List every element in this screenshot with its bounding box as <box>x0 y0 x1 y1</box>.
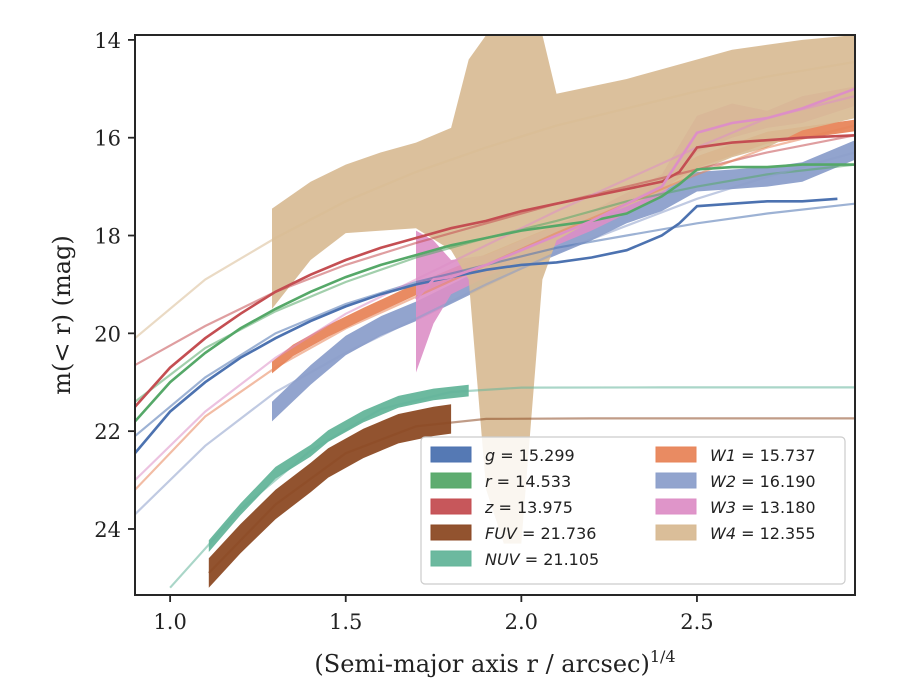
y-tick-label: 22 <box>94 420 121 444</box>
legend-box <box>420 436 846 585</box>
x-axis-title-text: (Semi-major axis r / arcsec) <box>314 650 649 678</box>
w3-model-line <box>135 95 855 481</box>
z-legend-label: z = 13.975 <box>484 498 573 517</box>
w3-data-line <box>415 87 855 300</box>
x-axis-ticks: 1.0 1.5 2.0 2.5 <box>153 595 714 634</box>
w4-legend-label: W4 = 12.355 <box>710 524 816 543</box>
x-axis-title-superscript: 1/4 <box>650 647 676 666</box>
x-tick-label: 2.5 <box>680 610 713 634</box>
g-legend-label: g = 15.299 <box>485 446 575 465</box>
z-model-line <box>135 134 855 367</box>
nuv-legend-label: NUV = 21.105 <box>485 550 599 569</box>
y-tick-label: 14 <box>94 29 121 53</box>
x-tick-label: 1.0 <box>153 610 186 634</box>
fuv-model-line <box>208 417 855 574</box>
w4-model-line <box>135 60 855 340</box>
w4-legend-swatch <box>655 524 697 541</box>
y-axis-title: m(< r) (mag) <box>48 235 76 394</box>
r-data-line <box>135 163 855 423</box>
fuv-legend-label: FUV = 21.736 <box>485 524 596 543</box>
legend: g = 15.299 r = 14.533 z = 13.975 FUV = 21.7… <box>420 436 846 585</box>
w2-legend-label: W2 = 16.190 <box>710 472 816 491</box>
w1-legend-swatch <box>655 446 697 463</box>
w2-legend-swatch <box>655 472 697 489</box>
y-tick-label: 20 <box>94 322 121 346</box>
z-legend-swatch <box>430 498 472 515</box>
nuv-legend-swatch <box>430 550 472 567</box>
x-tick-label: 1.5 <box>329 610 362 634</box>
w3-legend-label: W3 = 13.180 <box>710 498 816 517</box>
x-tick-label: 2.0 <box>505 610 538 634</box>
data-curves <box>135 87 855 455</box>
w2-model-line <box>135 151 855 516</box>
w4-band <box>272 35 855 544</box>
nuv-model-line <box>169 386 855 589</box>
fuv-band <box>208 404 452 588</box>
y-tick-label: 16 <box>94 127 121 151</box>
z-data-line <box>135 134 855 408</box>
fuv-legend-swatch <box>430 524 472 541</box>
y-tick-label: 24 <box>94 518 121 542</box>
y-axis-ticks: 14 16 18 20 22 24 <box>94 29 135 542</box>
y-tick-label: 18 <box>94 225 121 249</box>
w3-legend-swatch <box>655 498 697 515</box>
r-legend-label: r = 14.533 <box>485 472 571 491</box>
g-data-line <box>135 197 838 455</box>
plot-frame <box>134 34 856 596</box>
x-axis-title: (Semi-major axis r / arcsec)1/4 <box>314 647 675 678</box>
g-legend-swatch <box>430 446 472 463</box>
w1-legend-label: W1 = 15.737 <box>710 446 816 465</box>
r-legend-swatch <box>430 472 472 489</box>
